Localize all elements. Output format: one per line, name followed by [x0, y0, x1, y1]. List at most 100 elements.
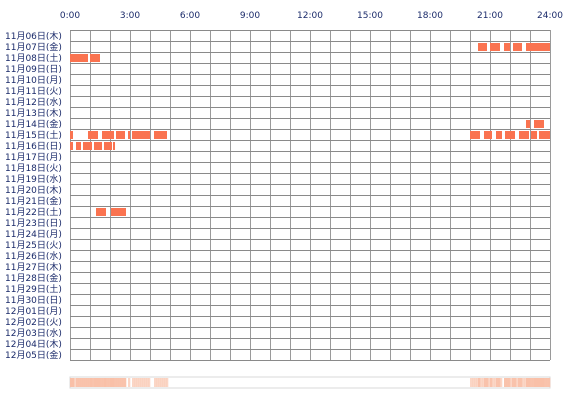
summary-segment: [514, 378, 517, 387]
summary-segment: [154, 378, 157, 387]
activity-bar: [128, 131, 130, 139]
activity-bar: [539, 131, 550, 139]
summary-segment: [526, 378, 529, 387]
day-label: 11月08日(土): [5, 52, 62, 64]
activity-bars-layer: [70, 43, 550, 216]
hour-tick-label: 18:00: [417, 11, 443, 21]
summary-segment: [488, 378, 491, 387]
activity-bar: [534, 120, 544, 128]
activity-bar: [505, 131, 515, 139]
activity-bar: [116, 131, 125, 139]
summary-segment: [484, 378, 487, 387]
summary-segment: [520, 378, 523, 387]
day-label: 11月14日(金): [5, 118, 62, 130]
summary-segment: [524, 378, 527, 387]
summary-segment: [496, 378, 499, 387]
summary-segment: [162, 378, 165, 387]
summary-segment: [90, 378, 93, 387]
summary-segment: [500, 378, 503, 387]
day-label: 11月07日(金): [5, 41, 62, 53]
summary-segment: [504, 378, 507, 387]
activity-bar: [102, 131, 114, 139]
day-label: 11月25日(火): [5, 240, 62, 251]
summary-segment: [142, 378, 145, 387]
summary-segment: [508, 378, 511, 387]
summary-segment: [542, 378, 545, 387]
summary-segment: [544, 378, 547, 387]
summary-segment: [144, 378, 147, 387]
summary-segment: [84, 378, 87, 387]
summary-segment: [510, 378, 513, 387]
summary-segment: [164, 378, 167, 387]
summary-segment: [532, 378, 535, 387]
summary-segment: [494, 378, 497, 387]
day-label: 11月17日(月): [5, 152, 62, 163]
activity-bar: [70, 54, 88, 62]
day-label: 11月26日(水): [5, 250, 62, 262]
activity-bar: [90, 54, 100, 62]
activity-bar: [113, 142, 115, 150]
activity-bar: [526, 43, 550, 51]
summary-segment: [160, 378, 163, 387]
hour-tick-label: 24:00: [537, 11, 563, 21]
activity-bar: [83, 142, 92, 150]
summary-strip: [69, 376, 551, 389]
activity-bar: [70, 142, 73, 150]
summary-segment: [470, 378, 473, 387]
summary-segment: [138, 378, 141, 387]
summary-segment: [512, 378, 515, 387]
summary-segment: [132, 378, 135, 387]
day-label: 11月30日(日): [5, 295, 62, 306]
summary-segment: [98, 378, 101, 387]
day-label: 11月10日(月): [5, 75, 62, 86]
activity-bar: [70, 131, 73, 139]
summary-segment: [540, 378, 543, 387]
day-label: 11月28日(金): [5, 272, 62, 284]
day-label: 11月22日(土): [5, 206, 62, 218]
activity-bar: [490, 43, 500, 51]
hour-tick-label: 21:00: [477, 11, 503, 21]
summary-segment: [88, 378, 91, 387]
hour-tick-label: 0:00: [60, 11, 80, 21]
summary-segment: [528, 378, 531, 387]
day-label: 11月11日(火): [5, 86, 62, 97]
summary-segment: [492, 378, 495, 387]
activity-bar: [96, 208, 106, 216]
activity-bar: [132, 131, 150, 139]
summary-segment: [116, 378, 119, 387]
day-label: 11月09日(日): [5, 64, 62, 75]
activity-bar: [484, 131, 492, 139]
summary-segment: [516, 378, 519, 387]
activity-bar: [519, 131, 529, 139]
day-label: 11月15日(土): [5, 129, 62, 141]
activity-bar: [470, 131, 480, 139]
hour-axis-labels: 0:00 3:00 6:00 9:00 12:00 15:00 18:00 21:00 24:0…: [60, 11, 563, 21]
hour-tick-label: 12:00: [297, 11, 323, 21]
summary-segment: [146, 378, 149, 387]
day-label: 11月06日(木): [5, 30, 62, 42]
day-axis-labels: 11月06日(木)11月07日(金)11月08日(土)11月09日(日)11月1…: [5, 30, 62, 361]
summary-segment: [486, 378, 489, 387]
day-label: 11月24日(月): [5, 229, 62, 240]
summary-segment: [82, 378, 85, 387]
summary-segment: [480, 378, 483, 387]
summary-segment: [78, 378, 81, 387]
summary-segment: [128, 378, 131, 387]
summary-segment: [100, 378, 103, 387]
summary-segment: [136, 378, 139, 387]
summary-segment: [536, 378, 539, 387]
day-label: 11月27日(木): [5, 261, 62, 273]
summary-segment: [518, 378, 521, 387]
summary-segment: [158, 378, 161, 387]
summary-segment: [74, 378, 77, 387]
summary-segment: [546, 378, 549, 387]
summary-segment: [86, 378, 89, 387]
activity-bar: [104, 142, 112, 150]
summary-segment: [76, 378, 79, 387]
summary-segment: [538, 378, 541, 387]
summary-segment: [120, 378, 123, 387]
summary-segment: [474, 378, 477, 387]
summary-segment: [148, 378, 151, 387]
summary-segment: [522, 378, 525, 387]
activity-bar: [526, 120, 530, 128]
